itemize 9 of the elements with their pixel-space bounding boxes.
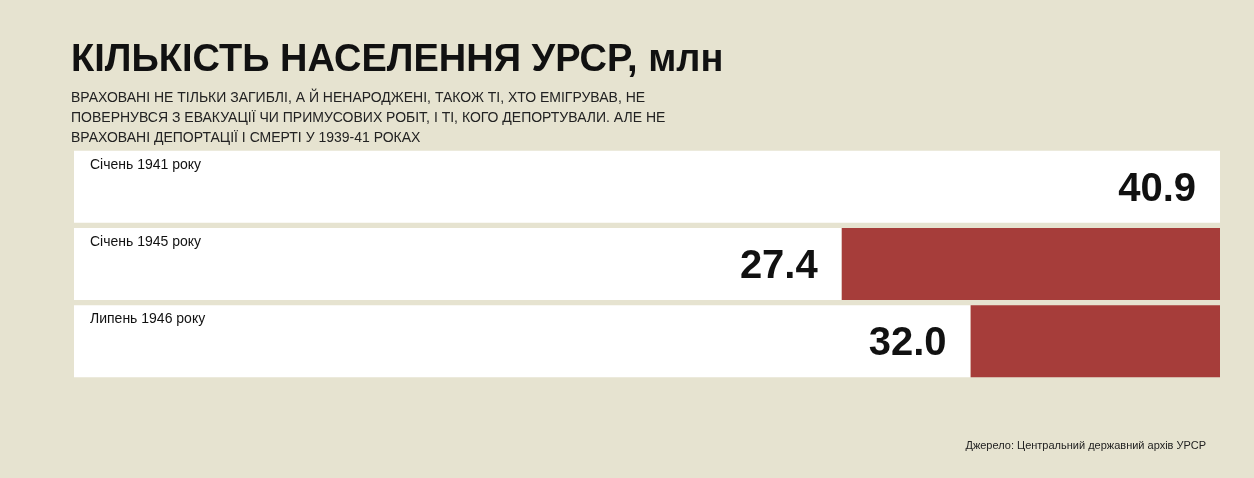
data-label: 40.9 — [1118, 164, 1196, 209]
y-tick-label: Січень 1945 року — [90, 233, 202, 249]
data-label: 32.0 — [868, 319, 947, 364]
y-tick-label: Січень 1941 року — [90, 155, 202, 172]
y-tick-label: Липень 1946 року — [90, 310, 206, 327]
data-label: 27.4 — [739, 242, 819, 286]
chart-subtitle: ВРАХОВАНІ НЕ ТІЛЬКИ ЗАГИБЛІ, А Й НЕНАРОДЖЕНІ, ТАКОЖ ТІ, ХТО ЕМІГРУВАВ, НЕ ПОВЕРНУВСЯ З ЕВАКУАЦІЇ ЧИ ПРИМУСОВИХ РОБІТ, І ТІ, КОГО ДЕПОРТУВАЛИ. АЛЕ НЕ ВРАХОВАНІ ДЕПОРТАЦІЇ І СМЕРТІ У 1939-41 РОКАХ — [71, 88, 670, 145]
text: Джерело: Центральний державний архів УРСР — [965, 438, 1207, 451]
chart-title: КІЛЬКІСТЬ НАСЕЛЕННЯ УРСР, млн — [71, 37, 724, 79]
